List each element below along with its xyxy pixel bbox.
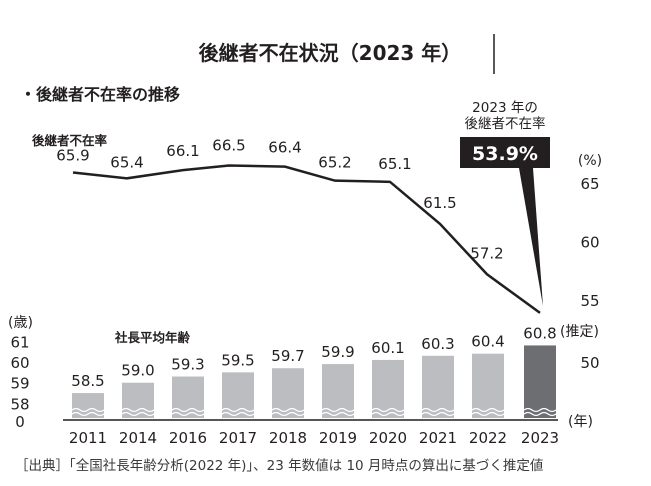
bar — [472, 353, 504, 418]
axis-break-mark — [321, 411, 355, 417]
bar — [524, 345, 556, 418]
bar-y-tick: 58 — [10, 395, 29, 413]
x-tick-label: 2016 — [169, 429, 207, 447]
line-data-label: 65.2 — [318, 154, 351, 172]
callout-pointer — [519, 168, 543, 306]
axis-break-mark — [421, 407, 455, 413]
bar — [422, 355, 454, 418]
x-tick-label: 2021 — [419, 429, 457, 447]
line-data-label: 61.5 — [423, 194, 456, 212]
line-data-label: 57.2 — [470, 244, 503, 262]
axis-break-mark — [271, 411, 305, 417]
callout: 2023 年の 後継者不在率 53.9% — [460, 100, 550, 306]
bar-y-tick: 59 — [10, 375, 29, 393]
axis-break-mark — [121, 407, 155, 413]
axis-break-mark — [271, 407, 305, 413]
callout-line1: 2023 年の — [472, 100, 538, 116]
axis-break-mark — [221, 411, 255, 417]
chart-subtitle: ・後継者不在率の推移 — [20, 85, 180, 104]
bar-y-tick: 60 — [10, 354, 29, 372]
x-tick-label: 2022 — [469, 429, 507, 447]
line-data-label: 65.4 — [110, 153, 143, 171]
x-tick-label: 2017 — [219, 429, 257, 447]
source-note: ［出典］「全国社長年齢分析(2022 年)」、23 年数値は 10 月時点の算出… — [15, 457, 543, 474]
line-data-label: 66.5 — [212, 136, 245, 154]
line-unit-label: (%) — [578, 153, 602, 169]
axis-break-mark — [221, 407, 255, 413]
axis-break-mark — [371, 411, 405, 417]
axis-break-mark — [471, 407, 505, 413]
bar-y-tick: 61 — [10, 333, 29, 351]
line-series-label: 後継者不在率 — [32, 133, 108, 148]
x-tick-label: 2011 — [69, 429, 107, 447]
callout-box — [460, 137, 550, 168]
line-data-label: 65.1 — [378, 155, 411, 173]
axis-break-mark — [171, 407, 205, 413]
x-tick-label: 2020 — [369, 429, 407, 447]
bar-data-label: 60.3 — [421, 335, 454, 353]
bar-y-tick: 0 — [15, 413, 25, 431]
x-tick-label: 2019 — [319, 429, 357, 447]
bar-unit-label: (歳) — [8, 315, 33, 331]
bar-data-label: 60.1 — [371, 339, 404, 357]
axis-break-mark — [321, 407, 355, 413]
bar-data-label: 59.9 — [321, 343, 354, 361]
bar-data-label: 59.5 — [221, 351, 254, 369]
line-y-tick: 60 — [580, 234, 599, 252]
estimate-label: (推定) — [560, 324, 599, 340]
x-unit-label: (年) — [568, 414, 593, 430]
callout-line2: 後継者不在率 — [465, 115, 546, 132]
line-data-label: 66.1 — [166, 142, 199, 160]
bar-data-label: 59.7 — [271, 347, 304, 365]
callout-value: 53.9% — [472, 143, 538, 165]
line-y-tick: 50 — [580, 354, 599, 372]
bar-data-label: 60.4 — [471, 333, 504, 351]
line-data-label: 66.4 — [268, 139, 301, 157]
bar-data-label: 58.5 — [71, 372, 104, 390]
axis-break-mark — [523, 407, 557, 413]
axis-break-mark — [371, 407, 405, 413]
bar-data-label: 59.3 — [171, 355, 204, 373]
chart-title: 後継者不在状況（2023 年） — [199, 41, 462, 65]
x-tick-label: 2018 — [269, 429, 307, 447]
x-tick-label: 2014 — [119, 429, 157, 447]
bar-series-label: 社長平均年齢 — [114, 330, 191, 345]
line-y-tick: 55 — [580, 292, 599, 310]
axis-break-mark — [171, 411, 205, 417]
axis-break-mark — [523, 411, 557, 417]
line-series — [72, 164, 541, 314]
axis-break-mark — [121, 411, 155, 417]
x-tick-label: 2023 — [521, 429, 559, 447]
line-y-tick: 65 — [580, 175, 599, 193]
axis-break-mark — [421, 411, 455, 417]
line-data-label: 65.9 — [56, 146, 89, 164]
axis-break-mark — [471, 411, 505, 417]
axis-break-mark — [71, 407, 105, 413]
bar-data-label: 59.0 — [121, 362, 154, 380]
axis-break-mark — [71, 411, 105, 417]
bar-data-label: 60.8 — [523, 324, 556, 342]
